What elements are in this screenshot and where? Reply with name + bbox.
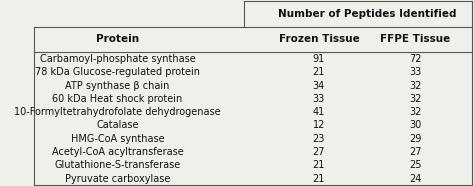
Text: 25: 25 (409, 160, 421, 170)
Text: 24: 24 (409, 174, 421, 184)
Text: 33: 33 (409, 67, 421, 77)
Text: Pyruvate carboxylase: Pyruvate carboxylase (65, 174, 170, 184)
Text: 78 kDa Glucose-regulated protein: 78 kDa Glucose-regulated protein (35, 67, 200, 77)
Text: 32: 32 (409, 94, 421, 104)
Text: Frozen Tissue: Frozen Tissue (279, 34, 359, 44)
Text: 21: 21 (313, 160, 325, 170)
Text: 33: 33 (313, 94, 325, 104)
Text: 72: 72 (409, 54, 421, 64)
Text: 91: 91 (313, 54, 325, 64)
Text: 29: 29 (409, 134, 421, 144)
Text: 12: 12 (313, 121, 325, 131)
Text: 60 kDa Heat shock protein: 60 kDa Heat shock protein (52, 94, 182, 104)
Text: 32: 32 (409, 81, 421, 91)
Text: Catalase: Catalase (96, 121, 139, 131)
Text: ATP synthase β chain: ATP synthase β chain (65, 81, 170, 91)
Text: 34: 34 (313, 81, 325, 91)
Text: 30: 30 (409, 121, 421, 131)
Text: Glutathione-S-transferase: Glutathione-S-transferase (55, 160, 181, 170)
Text: Carbamoyl-phosphate synthase: Carbamoyl-phosphate synthase (39, 54, 195, 64)
Text: 23: 23 (313, 134, 325, 144)
Text: 41: 41 (313, 107, 325, 117)
Text: HMG-CoA synthase: HMG-CoA synthase (71, 134, 164, 144)
Text: 21: 21 (313, 67, 325, 77)
Text: 10-Formyltetrahydrofolate dehydrogenase: 10-Formyltetrahydrofolate dehydrogenase (14, 107, 221, 117)
Text: Number of Peptides Identified: Number of Peptides Identified (278, 9, 456, 19)
Text: 27: 27 (409, 147, 421, 157)
Text: 21: 21 (313, 174, 325, 184)
Text: Protein: Protein (96, 34, 139, 44)
Text: 27: 27 (313, 147, 325, 157)
Text: 32: 32 (409, 107, 421, 117)
Text: Acetyl-CoA acyltransferase: Acetyl-CoA acyltransferase (52, 147, 183, 157)
Text: FFPE Tissue: FFPE Tissue (380, 34, 450, 44)
